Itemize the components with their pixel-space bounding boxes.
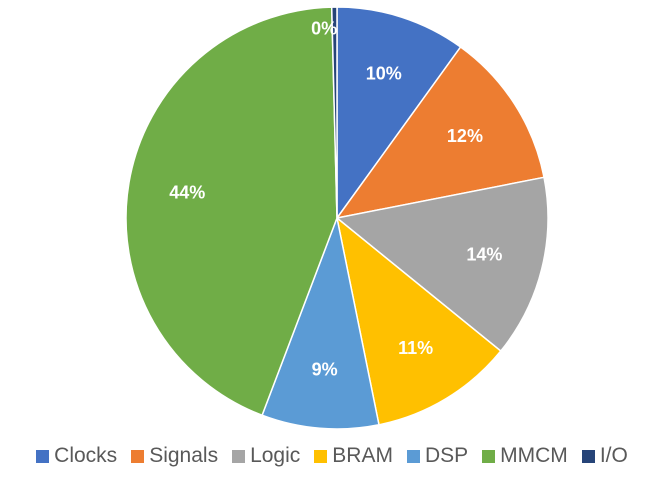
- pie-slice-bram: [335, 216, 502, 426]
- data-label-signals: 12%: [447, 126, 483, 146]
- chart-legend: Clocks Signals Logic BRAM DSP MMCM I/O: [0, 436, 664, 476]
- legend-label-dsp: DSP: [424, 444, 469, 467]
- legend-label-signals: Signals: [149, 444, 219, 467]
- data-label-mmcm: 44%: [169, 182, 205, 202]
- legend-item-mmcm: MMCM: [482, 444, 568, 468]
- pie-slices: [125, 6, 549, 430]
- legend-label-logic: Logic: [250, 444, 301, 467]
- data-label-dsp: 9%: [312, 359, 338, 379]
- legend-label-clocks: Clocks: [54, 444, 118, 467]
- legend-item-i-o: I/O: [581, 444, 628, 468]
- legend-swatch-clocks: [36, 449, 50, 463]
- legend-item-bram: BRAM: [314, 444, 393, 468]
- data-label-bram: 11%: [398, 338, 433, 358]
- pie-slice-logic: [335, 176, 549, 353]
- data-label-logic: 14%: [466, 245, 502, 265]
- data-label-i-o: 0%: [311, 19, 337, 39]
- legend-swatch-mmcm: [482, 449, 496, 463]
- pie-slice-mmcm: [125, 6, 338, 417]
- pie-data-labels: 10% 12% 14% 11% 9% 44% 0%: [169, 19, 502, 380]
- legend-swatch-bram: [314, 449, 328, 463]
- legend-label-i-o: I/O: [599, 444, 628, 467]
- data-label-clocks: 10%: [366, 63, 402, 83]
- pie-slice-signals: [335, 45, 545, 220]
- legend-item-clocks: Clocks: [36, 444, 117, 468]
- legend-label-bram: BRAM: [332, 444, 393, 467]
- legend-item-logic: Logic: [232, 444, 300, 468]
- legend-swatch-dsp: [406, 449, 420, 463]
- legend-item-signals: Signals: [131, 444, 218, 468]
- pie-slice-dsp: [261, 215, 380, 430]
- legend-swatch-signals: [131, 449, 145, 463]
- legend-swatch-logic: [232, 449, 246, 463]
- legend-item-dsp: DSP: [406, 444, 469, 468]
- pie-slice-i-o: [330, 6, 338, 219]
- legend-swatch-i-o: [581, 449, 595, 463]
- pie-slice-clocks: [336, 6, 462, 221]
- pie-plot-area: 10% 12% 14% 11% 9% 44% 0%: [125, 6, 549, 430]
- legend-label-mmcm: MMCM: [500, 444, 568, 467]
